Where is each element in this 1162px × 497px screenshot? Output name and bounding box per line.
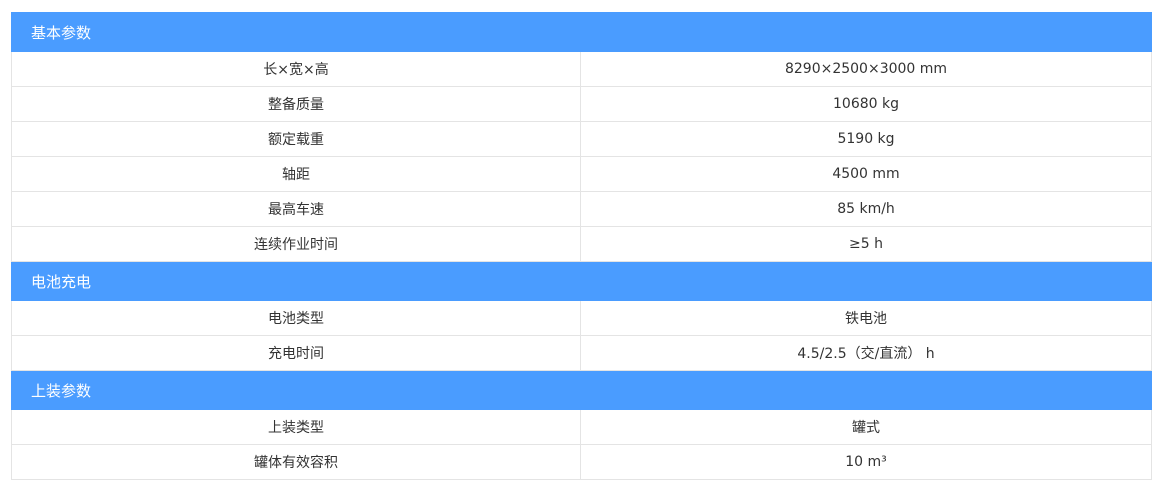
param-label: 额定载重	[11, 121, 581, 157]
table-row: 最高车速 85 km/h	[11, 191, 1153, 227]
table-row: 电池类型 铁电池	[11, 300, 1153, 336]
table-row: 长×宽×高 8290×2500×3000 mm	[11, 51, 1153, 87]
param-label: 连续作业时间	[11, 226, 581, 262]
table-row: 轴距 4500 mm	[11, 156, 1153, 192]
param-value: 5190 kg	[579, 121, 1153, 157]
section-header-basic: 基本参数	[10, 12, 1153, 52]
param-label: 上装类型	[11, 409, 581, 445]
param-value: 罐式	[579, 409, 1153, 445]
param-label: 最高车速	[11, 191, 581, 227]
table-row: 整备质量 10680 kg	[11, 86, 1153, 122]
section-title: 上装参数	[10, 370, 1153, 410]
param-label: 罐体有效容积	[11, 444, 581, 480]
param-value: 10680 kg	[579, 86, 1153, 122]
param-value: ≥5 h	[579, 226, 1153, 262]
param-value: 铁电池	[579, 300, 1153, 336]
section-title: 基本参数	[10, 12, 1153, 52]
table-row: 连续作业时间 ≥5 h	[11, 226, 1153, 262]
param-value: 10 m³	[579, 444, 1153, 480]
table-row: 上装类型 罐式	[11, 409, 1153, 445]
param-value: 4500 mm	[579, 156, 1153, 192]
spec-table: 基本参数 长×宽×高 8290×2500×3000 mm 整备质量 10680 …	[10, 12, 1153, 480]
section-header-battery: 电池充电	[10, 261, 1153, 301]
param-label: 长×宽×高	[11, 51, 581, 87]
param-label: 轴距	[11, 156, 581, 192]
table-row: 充电时间 4.5/2.5（交/直流） h	[11, 335, 1153, 371]
param-label: 电池类型	[11, 300, 581, 336]
section-header-body: 上装参数	[10, 370, 1153, 410]
param-value: 4.5/2.5（交/直流） h	[579, 335, 1153, 371]
param-value: 8290×2500×3000 mm	[579, 51, 1153, 87]
param-label: 充电时间	[11, 335, 581, 371]
param-value: 85 km/h	[579, 191, 1153, 227]
section-title: 电池充电	[10, 261, 1153, 301]
param-label: 整备质量	[11, 86, 581, 122]
table-row: 罐体有效容积 10 m³	[11, 444, 1153, 480]
table-row: 额定载重 5190 kg	[11, 121, 1153, 157]
